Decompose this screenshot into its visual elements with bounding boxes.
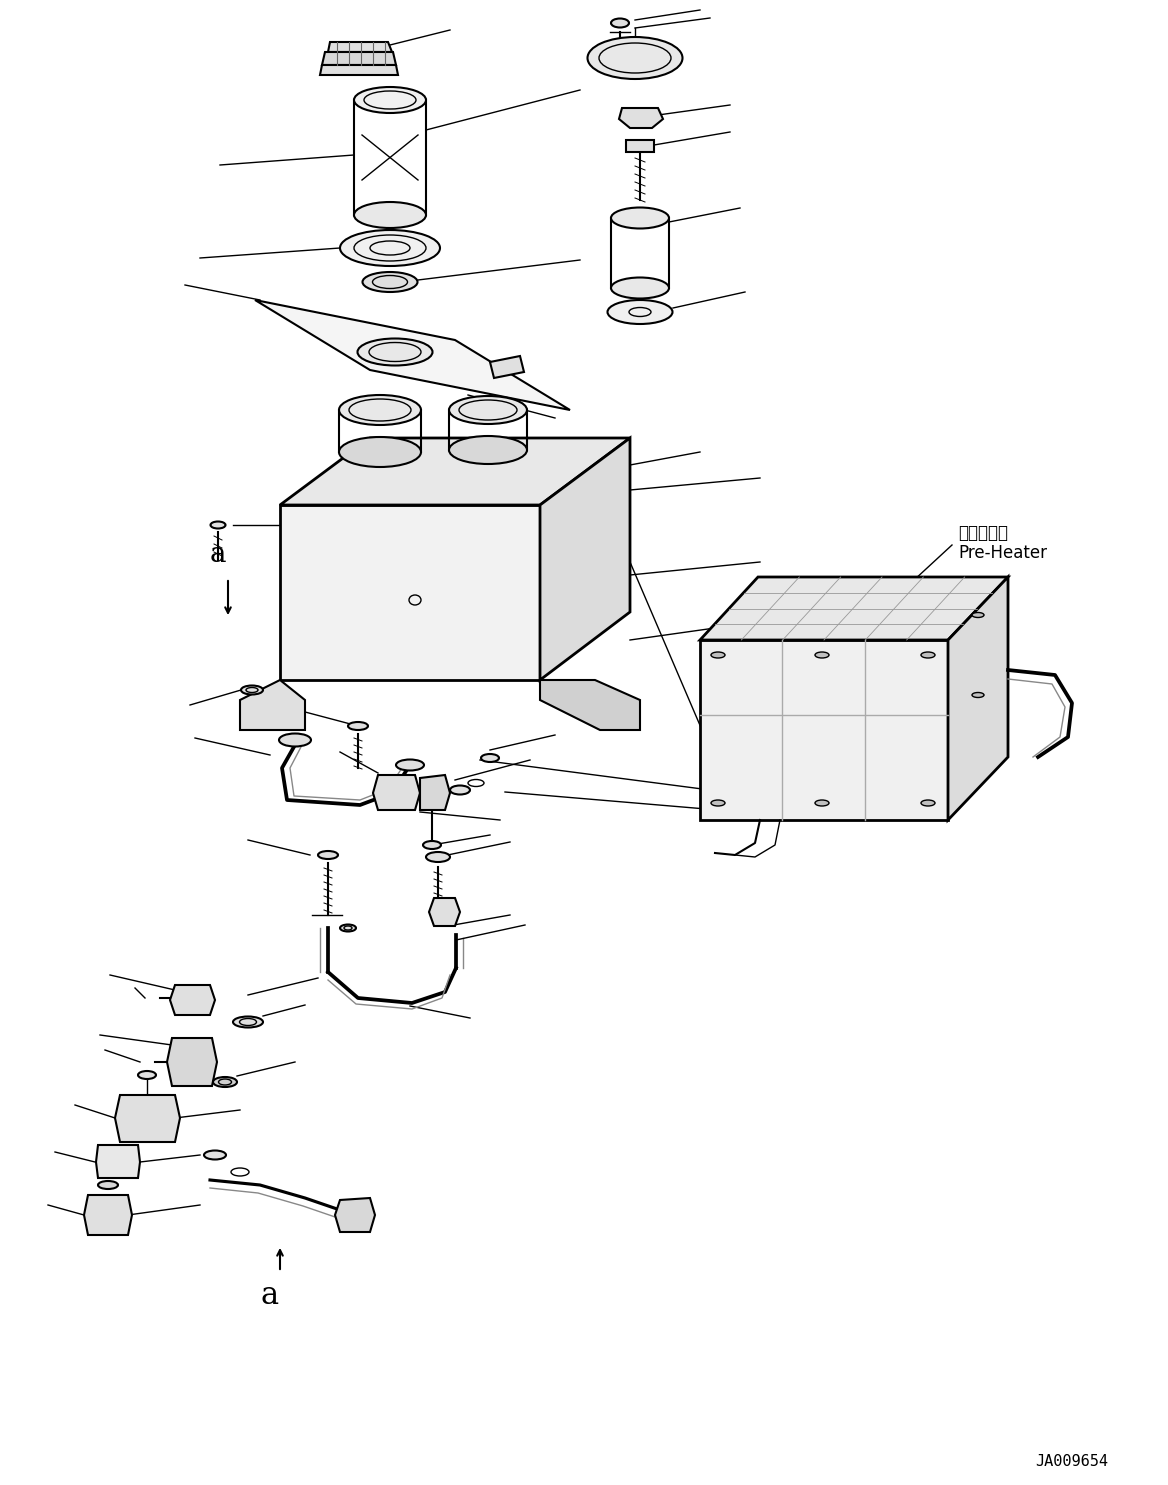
Ellipse shape — [318, 851, 338, 858]
Ellipse shape — [340, 230, 440, 266]
Ellipse shape — [339, 437, 420, 466]
Ellipse shape — [711, 652, 725, 658]
Text: a: a — [260, 1280, 279, 1310]
Polygon shape — [700, 640, 948, 820]
Polygon shape — [239, 680, 305, 731]
Ellipse shape — [972, 612, 983, 618]
Ellipse shape — [449, 396, 527, 425]
Text: JA009654: JA009654 — [1035, 1454, 1108, 1470]
Ellipse shape — [588, 37, 682, 79]
Polygon shape — [114, 1094, 180, 1142]
Ellipse shape — [449, 437, 527, 463]
Polygon shape — [328, 42, 392, 52]
Ellipse shape — [611, 208, 669, 229]
Polygon shape — [171, 985, 215, 1016]
Ellipse shape — [607, 300, 673, 324]
Polygon shape — [96, 1145, 140, 1178]
Ellipse shape — [815, 800, 829, 806]
Polygon shape — [700, 578, 1008, 640]
Polygon shape — [619, 108, 663, 128]
Ellipse shape — [711, 800, 725, 806]
Ellipse shape — [922, 652, 936, 658]
Polygon shape — [540, 680, 640, 731]
Ellipse shape — [241, 686, 263, 695]
Polygon shape — [626, 140, 654, 151]
Ellipse shape — [611, 278, 669, 298]
Ellipse shape — [232, 1017, 263, 1028]
Polygon shape — [255, 300, 570, 410]
Polygon shape — [429, 898, 460, 927]
Text: Pre-Heater: Pre-Heater — [958, 544, 1047, 561]
Ellipse shape — [481, 754, 499, 762]
Polygon shape — [420, 775, 450, 809]
Polygon shape — [167, 1038, 217, 1086]
Polygon shape — [322, 52, 396, 65]
Ellipse shape — [204, 1151, 225, 1160]
Ellipse shape — [426, 852, 450, 861]
Polygon shape — [948, 578, 1008, 820]
Ellipse shape — [815, 652, 829, 658]
Ellipse shape — [362, 272, 417, 293]
Ellipse shape — [138, 1071, 157, 1080]
Ellipse shape — [279, 734, 311, 747]
Ellipse shape — [213, 1077, 237, 1087]
Ellipse shape — [340, 925, 356, 931]
Polygon shape — [320, 65, 398, 76]
Polygon shape — [280, 438, 630, 505]
Ellipse shape — [357, 339, 432, 365]
Polygon shape — [84, 1195, 132, 1236]
Ellipse shape — [396, 759, 424, 771]
Ellipse shape — [922, 800, 936, 806]
Polygon shape — [335, 1198, 375, 1233]
Polygon shape — [280, 505, 540, 680]
Polygon shape — [540, 438, 630, 680]
Ellipse shape — [348, 722, 368, 731]
Text: プレヒータ: プレヒータ — [958, 524, 1008, 542]
Ellipse shape — [98, 1181, 118, 1189]
Ellipse shape — [210, 521, 225, 529]
Ellipse shape — [339, 395, 420, 425]
Ellipse shape — [611, 18, 630, 28]
Ellipse shape — [423, 841, 442, 849]
Ellipse shape — [354, 202, 426, 229]
Ellipse shape — [354, 88, 426, 113]
Ellipse shape — [450, 786, 470, 794]
Ellipse shape — [972, 692, 983, 698]
Polygon shape — [491, 356, 524, 379]
Polygon shape — [373, 775, 420, 809]
Text: a: a — [210, 542, 227, 569]
